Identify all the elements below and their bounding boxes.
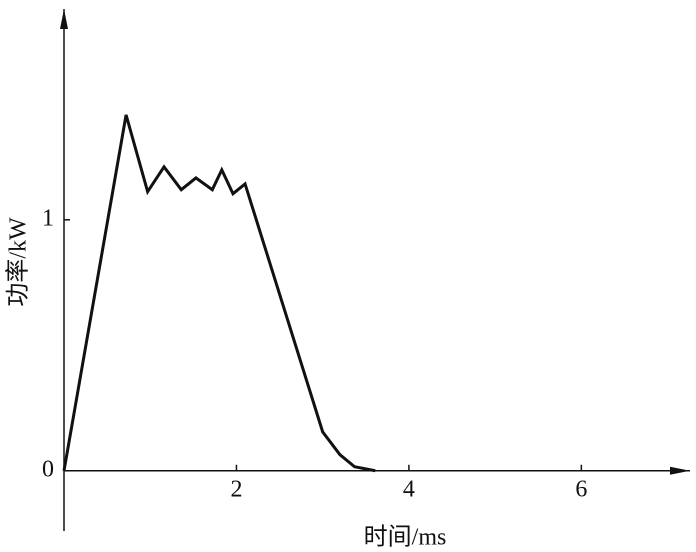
x-tick-label: 6 xyxy=(575,476,587,502)
y-tick-label: 1 xyxy=(42,205,54,231)
y-axis-arrow xyxy=(60,9,68,29)
x-tick-label: 4 xyxy=(403,476,415,502)
y-tick-label: 0 xyxy=(42,456,54,482)
x-axis-arrow xyxy=(670,466,690,475)
line-series xyxy=(62,114,376,473)
y-axis-label: 功率/kW xyxy=(5,217,32,307)
x-tick-label: 2 xyxy=(230,476,242,502)
x-axis-label: 时间/ms xyxy=(364,524,447,551)
